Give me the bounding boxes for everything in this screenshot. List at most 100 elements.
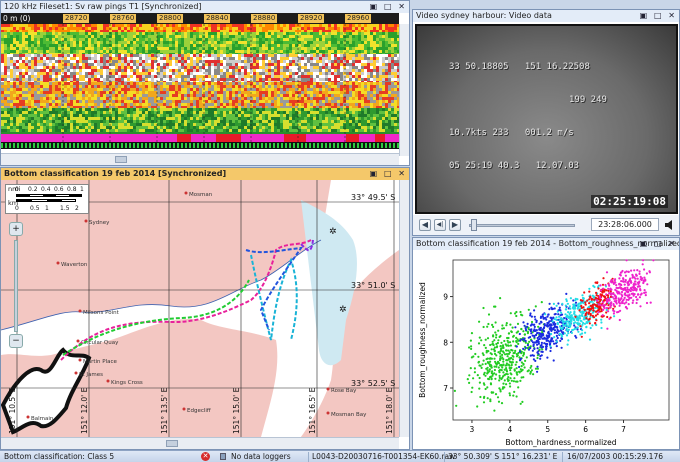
survey-track — [245, 246, 304, 331]
map-zoom-out-button[interactable]: − — [9, 334, 23, 348]
scatter-point — [581, 294, 584, 297]
scatter-point — [595, 305, 598, 308]
scatter-point — [505, 369, 508, 372]
play-button[interactable]: ▶ — [449, 219, 461, 231]
scatter-point — [584, 301, 587, 304]
scatter-point — [549, 349, 552, 353]
scatter-point — [561, 302, 564, 305]
scatter-point — [571, 306, 574, 309]
rewind-button[interactable]: ◀ — [419, 219, 431, 231]
video-time-field[interactable]: 23:28:06.000 — [591, 218, 659, 231]
scatter-point — [611, 279, 614, 282]
speaker-icon[interactable] — [664, 219, 676, 231]
overlay-line2: 199 249 — [569, 95, 607, 105]
map-vscroll[interactable] — [399, 180, 409, 437]
scatter-point — [629, 277, 632, 280]
scatter-chart[interactable]: 3 4 5 6 7 7 8 9 Bottom_hardness_normalized Bottom… — [413, 250, 679, 449]
harbour-water — [1, 180, 399, 437]
scatter-point — [574, 305, 577, 309]
scatter-point — [565, 318, 568, 321]
scatter-point — [544, 313, 547, 316]
scatter-point — [506, 377, 509, 381]
scatter-point — [486, 366, 489, 369]
scatter-point — [530, 339, 533, 342]
echogram-hscroll-thumb[interactable] — [115, 156, 127, 163]
scatter-point — [492, 343, 495, 347]
scatter-point — [628, 294, 631, 297]
status-file: L0043-D20030716-T001354-EK60.raw — [312, 452, 456, 461]
scatter-point — [596, 313, 599, 316]
scatter-point — [479, 395, 482, 399]
scatter-point — [509, 377, 512, 380]
echogram-window-buttons[interactable]: ▣ □ ✕ — [369, 2, 407, 11]
scatter-point — [585, 321, 588, 324]
scatter-point — [560, 317, 563, 320]
scatter-point — [571, 316, 574, 319]
scatter-point — [508, 394, 512, 397]
scatter-point — [495, 365, 498, 368]
map-zoom-slider[interactable] — [14, 240, 18, 332]
scatter-window-buttons[interactable]: ▣ □ ✕ — [639, 239, 677, 248]
scatter-point — [636, 277, 639, 280]
scatter-point — [619, 309, 622, 312]
scatter-point — [559, 314, 562, 317]
scatter-point — [507, 341, 510, 344]
scatter-point — [606, 327, 609, 330]
place-marker — [326, 411, 330, 415]
scatter-point — [552, 328, 555, 331]
map-hscroll-thumb[interactable] — [166, 440, 178, 447]
map-canvas[interactable]: 33° 49.5' S 33° 51.0' S 33° 52.5' S 151° 10… — [1, 180, 399, 437]
scatter-point — [540, 346, 543, 349]
video-seek-thumb[interactable] — [471, 219, 477, 231]
scatter-point — [502, 382, 505, 385]
scatter-point — [639, 275, 642, 278]
scatter-point — [496, 345, 499, 348]
scatter-point — [554, 322, 557, 326]
scatter-point — [537, 352, 540, 355]
scatter-point — [552, 340, 555, 343]
echogram-canvas[interactable] — [1, 24, 399, 149]
scatter-point — [582, 321, 585, 325]
map-hscroll[interactable] — [1, 437, 399, 449]
scale-nm-tick: 0.4 — [41, 186, 51, 193]
scatter-point — [527, 348, 531, 351]
echogram-hscroll[interactable] — [1, 153, 399, 165]
scatter-point — [606, 315, 609, 319]
video-pane: Video sydney harbour: Video data ▣ □ ✕ 3… — [412, 9, 680, 236]
scatter-point — [623, 271, 627, 274]
scatter-point — [569, 318, 572, 321]
scatter-point — [610, 301, 613, 304]
scatter-point — [539, 316, 542, 319]
map-zoom-in-button[interactable]: + — [9, 222, 23, 236]
scatter-point — [520, 313, 523, 316]
scatter-point — [516, 338, 519, 341]
scatter-point — [605, 293, 608, 296]
scatter-point — [501, 324, 504, 327]
scatter-point — [560, 324, 563, 327]
scatter-point — [499, 390, 502, 393]
scatter-point — [530, 323, 533, 326]
lon-label: 151° 13.5' E — [160, 387, 169, 434]
scatter-point — [624, 274, 627, 277]
step-back-button[interactable]: ◀| — [434, 219, 446, 231]
scatter-point — [541, 315, 544, 318]
video-seek-slider[interactable] — [469, 224, 575, 227]
scatter-point — [540, 321, 543, 324]
lon-label: 151° 15.0' E — [232, 387, 241, 434]
echogram-vscroll[interactable] — [399, 24, 409, 156]
scatter-point — [549, 324, 552, 327]
video-window-buttons[interactable]: ▣ □ ✕ — [639, 11, 677, 20]
map-title: Bottom classification 19 feb 2014 [Synch… — [1, 168, 409, 180]
place-marker — [326, 387, 330, 391]
scatter-point — [518, 356, 521, 359]
scatter-point — [603, 290, 606, 293]
scatter-point — [576, 326, 579, 329]
map-window-buttons[interactable]: ▣ □ ✕ — [369, 169, 407, 178]
scatter-point — [539, 357, 542, 360]
scatter-point — [609, 287, 612, 290]
scatter-pane: Bottom classification 19 feb 2014 - Bott… — [412, 237, 680, 450]
scatter-point — [538, 322, 541, 325]
survey-track — [250, 254, 298, 341]
zoom-in-icon: + — [12, 224, 20, 234]
scatter-point — [492, 325, 495, 328]
